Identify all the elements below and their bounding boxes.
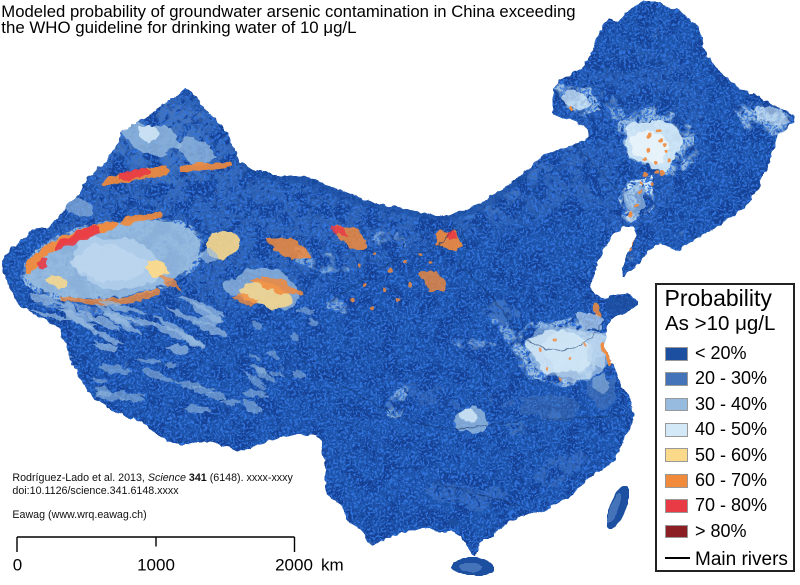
svg-text:2000: 2000: [275, 556, 313, 575]
svg-text:km: km: [321, 556, 344, 575]
svg-text:0: 0: [13, 556, 22, 575]
svg-text:1000: 1000: [137, 556, 175, 575]
